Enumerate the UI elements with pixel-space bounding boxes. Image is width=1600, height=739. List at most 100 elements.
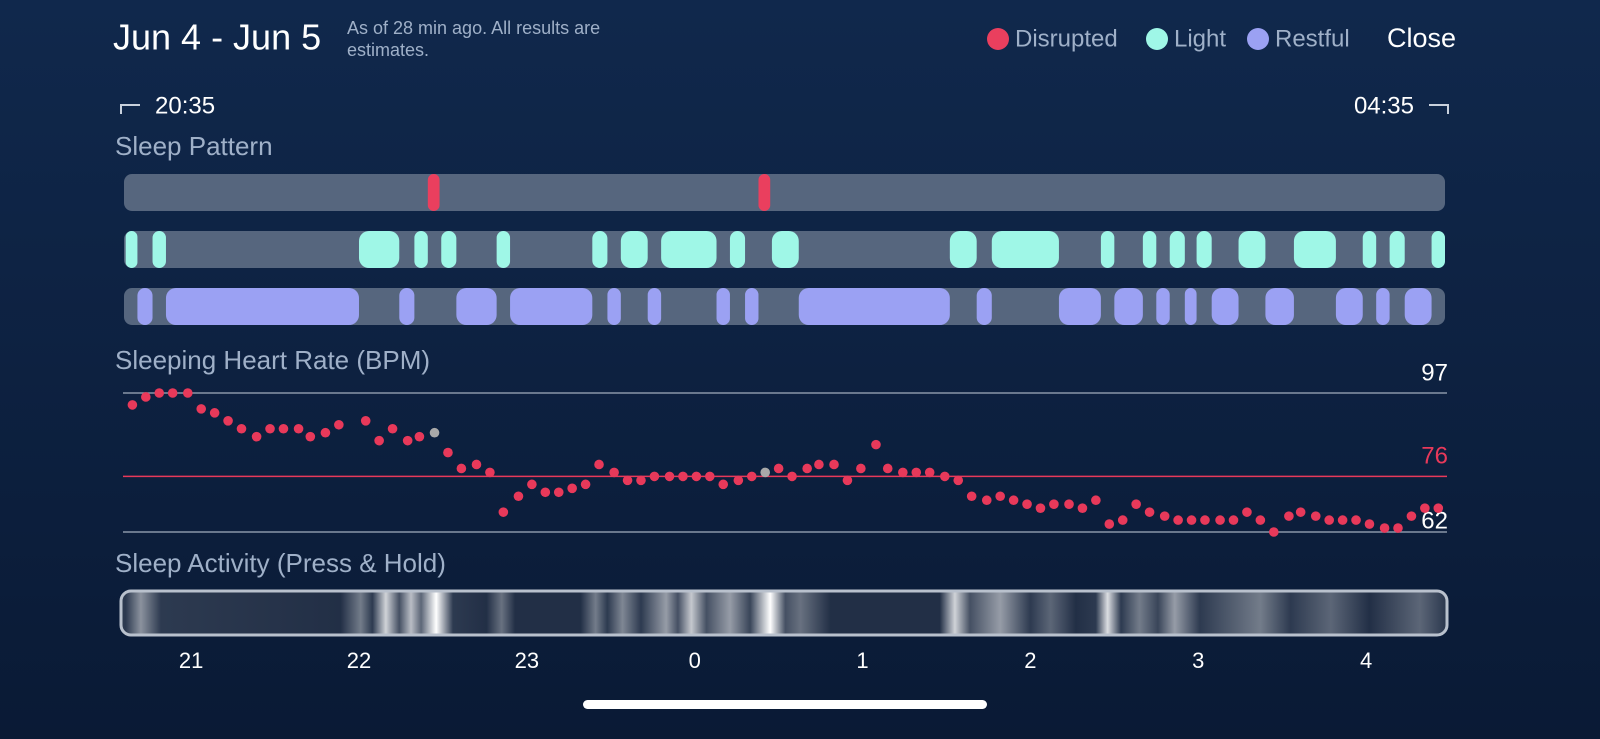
section-title: Sleeping Heart Rate (BPM): [115, 345, 430, 375]
track: [124, 174, 1445, 211]
heart-rate-point: [471, 459, 482, 470]
heart-rate-point: [966, 491, 977, 502]
note: As of 28 min ago. All results are estima…: [347, 18, 601, 60]
x-tick-label: 0: [689, 648, 701, 673]
heart-rate-point: [1324, 515, 1334, 525]
heart-rate-point: [871, 439, 881, 450]
sleep-segment: [771, 231, 799, 268]
sleep-segment: [510, 288, 593, 325]
heart-rate-point: [760, 467, 770, 478]
sleep-segment: [1142, 231, 1157, 268]
heart-rate-point: [664, 471, 675, 482]
heart-rate-point: [429, 427, 440, 438]
sleep-segment: [441, 231, 457, 268]
heart-rate-point: [773, 463, 784, 474]
heart-rate-point: [305, 431, 316, 442]
close-button[interactable]: Close: [1387, 23, 1456, 53]
heart-rate-point: [553, 487, 564, 498]
sleep-segment: [1362, 231, 1377, 268]
x-tick-label: 2: [1024, 648, 1036, 673]
heart-rate-point: [802, 463, 812, 474]
sleep-segment: [1376, 288, 1390, 325]
average-label: 76: [1421, 443, 1448, 470]
heart-rate-point: [1144, 507, 1155, 517]
heart-rate-point: [360, 416, 371, 426]
heart-rate-point: [746, 471, 757, 482]
x-tick-label: 23: [515, 648, 539, 673]
sleep-segment: [1169, 231, 1185, 268]
heart-rate-point: [678, 471, 688, 482]
sleep-segment: [399, 288, 415, 325]
x-tick-label: 21: [179, 648, 203, 673]
heart-rate-point: [1104, 519, 1115, 529]
section-title: Sleep Activity (Press & Hold): [115, 548, 446, 578]
legend-label: Disrupted: [1015, 25, 1118, 52]
heart-rate-point: [1420, 503, 1430, 513]
heart-rate-point: [414, 431, 425, 442]
sleep-segment: [1431, 231, 1445, 268]
heart-rate-point: [236, 423, 247, 434]
heart-rate-point: [567, 483, 577, 494]
sleep-segment: [949, 231, 977, 268]
heart-rate-point: [127, 400, 138, 410]
heart-rate-point: [609, 467, 619, 478]
legend-label: Restful: [1275, 25, 1350, 52]
heart-rate-point: [485, 467, 495, 478]
heart-rate-point: [953, 475, 964, 486]
end-time: 04:35: [1354, 92, 1414, 119]
heart-rate-point: [1077, 503, 1088, 513]
heart-rate-point: [718, 479, 729, 490]
title: Jun 4 - Jun 5: [113, 17, 321, 58]
heart-rate-point: [829, 459, 839, 470]
section-title: Sleep Pattern: [115, 131, 273, 161]
heart-rate-point: [1049, 499, 1059, 510]
x-tick-label: 22: [347, 648, 371, 673]
sleep-segment: [456, 288, 497, 325]
sleep-segment: [1335, 288, 1363, 325]
heart-rate-point: [705, 471, 715, 482]
heart-rate-point: [1131, 499, 1141, 510]
heart-rate-point: [1091, 495, 1101, 506]
sleep-segment: [414, 231, 428, 268]
heart-rate-point: [733, 475, 744, 486]
heart-rate-point: [594, 459, 604, 470]
sleep-segment: [976, 288, 992, 325]
heart-rate-point: [1310, 511, 1321, 521]
heart-rate-point: [1022, 499, 1032, 510]
heart-rate-point: [691, 471, 702, 482]
sleep-segment: [1114, 288, 1143, 325]
heart-rate-point: [898, 467, 908, 478]
heart-rate-point: [1406, 511, 1417, 521]
heart-rate-point: [1364, 519, 1375, 529]
sleep-segment: [137, 288, 153, 325]
heart-rate-point: [995, 491, 1005, 502]
sleep-segment: [427, 174, 440, 211]
heart-rate-point: [1228, 515, 1239, 525]
heart-rate-point: [374, 435, 384, 446]
heart-rate-point: [167, 388, 178, 398]
legend-dot: [1146, 28, 1168, 50]
sleep-segment: [647, 288, 662, 325]
sleep-segment: [125, 231, 138, 268]
heart-rate-point: [814, 459, 824, 470]
legend-label: Light: [1174, 25, 1226, 52]
heart-rate-point: [498, 507, 509, 517]
sleep-segment: [1293, 231, 1336, 268]
heart-rate-point: [513, 491, 524, 502]
corner-mark: [1429, 104, 1449, 114]
heart-rate-point: [387, 423, 398, 434]
x-tick-label: 1: [856, 648, 868, 673]
heart-rate-point: [209, 408, 220, 418]
sleep-segment: [1184, 288, 1197, 325]
activity-strip: [119, 589, 1449, 637]
sleep-segment: [1100, 231, 1115, 268]
heart-rate-point: [196, 404, 207, 414]
heart-rate-point: [1186, 515, 1197, 525]
heart-rate-point: [939, 471, 950, 482]
sleep-segment: [1211, 288, 1239, 325]
heart-rate-point: [456, 463, 467, 474]
heart-rate-point: [402, 435, 413, 446]
sleep-segment: [1389, 231, 1405, 268]
heart-rate-point: [320, 427, 331, 438]
